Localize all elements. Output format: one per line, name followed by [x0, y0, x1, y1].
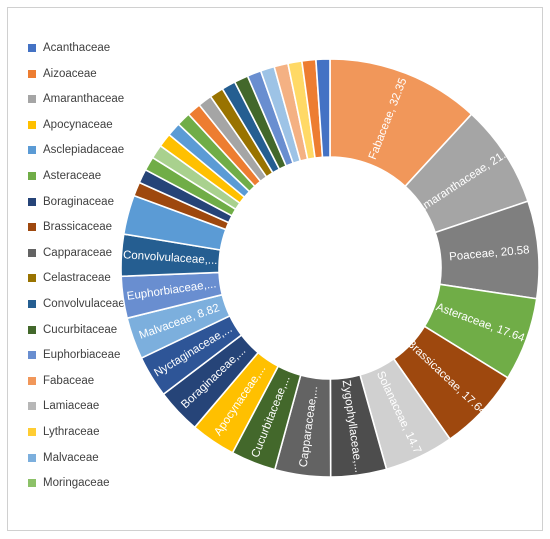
legend-entry: Euphorbiaceae: [28, 347, 120, 363]
legend-swatch: [28, 120, 36, 129]
legend-swatch: [28, 402, 36, 411]
legend-entry: Aizoaceae: [28, 66, 97, 82]
legend-swatch: [28, 300, 36, 308]
legend-entry: Amaranthaceae: [28, 91, 124, 107]
legend-label: Aizoaceae: [43, 67, 97, 80]
legend-swatch: [28, 351, 36, 360]
legend-label: Apocynaceae: [43, 118, 113, 131]
legend-label: Brassicaceae: [43, 221, 113, 234]
legend-swatch: [28, 479, 36, 488]
legend-swatch: [28, 197, 36, 206]
slice-data-label: Convolvulaceae,...: [123, 249, 218, 267]
legend-swatch: [28, 44, 36, 52]
legend-label: Convolvulaceae: [43, 298, 125, 310]
legend-label: Asclepiadaceae: [43, 144, 125, 157]
legend-entry: Acanthaceae: [28, 40, 110, 56]
legend-entry: Capparaceae: [28, 245, 112, 261]
legend-label: Malvaceae: [43, 451, 99, 464]
legend-swatch: [28, 376, 36, 385]
legend-label: Euphorbiaceae: [43, 349, 121, 362]
legend-entry: Asteraceae: [28, 168, 101, 184]
legend-entry: Brassicaceae: [28, 219, 112, 235]
legend-entry: Moringaceae: [28, 475, 109, 491]
legend-label: Amaranthaceae: [43, 93, 125, 106]
legend-label: Capparaceae: [43, 246, 113, 259]
legend-swatch: [28, 428, 36, 436]
legend-swatch: [28, 248, 36, 257]
legend-swatch: [28, 95, 36, 104]
legend-label: Boraginaceae: [43, 195, 114, 208]
legend-entry: Malvaceae: [28, 450, 99, 466]
legend-entry: Lythraceae: [28, 424, 99, 440]
legend-entry: Lamiaceae: [28, 398, 99, 414]
legend-swatch: [28, 146, 36, 155]
legend-swatch: [28, 325, 36, 334]
legend-entry: Cucurbitaceae: [28, 322, 117, 338]
legend-swatch: [28, 172, 36, 180]
legend-label: Lythraceae: [43, 426, 100, 438]
legend-swatch: [28, 453, 36, 462]
legend-entry: Fabaceae: [28, 373, 94, 389]
donut-slice: [315, 58, 331, 159]
legend-entry: Boraginaceae: [28, 194, 114, 210]
legend-entry: Celastraceae: [28, 270, 111, 286]
legend-label: Asteraceae: [43, 170, 102, 182]
legend-label: Acanthaceae: [43, 42, 111, 54]
legend-entry: Asclepiadaceae: [28, 142, 124, 158]
legend-label: Fabaceae: [43, 374, 95, 387]
legend-swatch: [28, 274, 36, 283]
legend-label: Celastraceae: [43, 272, 111, 285]
legend-entry: Convolvulaceae: [28, 296, 125, 312]
legend-entry: Apocynaceae: [28, 117, 113, 133]
legend-label: Cucurbitaceae: [43, 323, 118, 336]
legend-swatch: [28, 223, 36, 232]
legend-swatch: [28, 69, 36, 78]
legend-label: Moringaceae: [43, 477, 110, 490]
legend-label: Lamiaceae: [43, 400, 100, 413]
